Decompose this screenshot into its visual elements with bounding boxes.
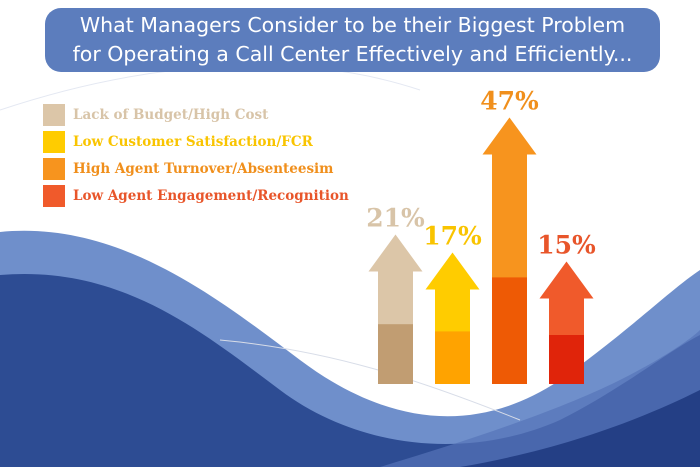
arrow-base-segment <box>492 277 527 384</box>
arrow-base-segment <box>378 324 413 384</box>
arrow-base-segment <box>549 335 584 384</box>
legend-label: High Agent Turnover/Absenteesim <box>73 160 334 177</box>
legend-item-satisfaction: Low Customer Satisfaction/FCR <box>43 128 349 155</box>
legend-item-turnover: High Agent Turnover/Absenteesim <box>43 155 349 182</box>
legend-item-engagement: Low Agent Engagement/Recognition <box>43 182 349 209</box>
legend-swatch <box>43 130 65 153</box>
title-line-1: What Managers Consider to be their Bigge… <box>79 13 626 37</box>
legend-swatch <box>43 157 65 180</box>
legend-swatch <box>43 103 65 126</box>
title-line-2: for Operating a Call Center Effectively … <box>72 42 633 66</box>
data-label-2: 47% <box>480 87 539 116</box>
legend: Lack of Budget/High Cost Low Customer Sa… <box>43 101 349 209</box>
legend-swatch <box>43 184 65 207</box>
legend-label: Low Customer Satisfaction/FCR <box>73 133 313 150</box>
legend-item-budget: Lack of Budget/High Cost <box>43 101 349 128</box>
legend-label: Lack of Budget/High Cost <box>73 106 269 123</box>
title-banner: What Managers Consider to be their Bigge… <box>45 8 660 72</box>
data-label-1: 17% <box>423 222 482 251</box>
arrow-base-segment <box>435 331 470 384</box>
arrow-bar-0 <box>368 234 423 384</box>
arrow-bar-1 <box>425 252 480 384</box>
arrow-bar-3 <box>539 261 594 384</box>
data-label-3: 15% <box>537 231 596 260</box>
data-label-0: 21% <box>366 204 425 233</box>
arrow-bar-2 <box>482 117 537 384</box>
legend-label: Low Agent Engagement/Recognition <box>73 187 349 204</box>
